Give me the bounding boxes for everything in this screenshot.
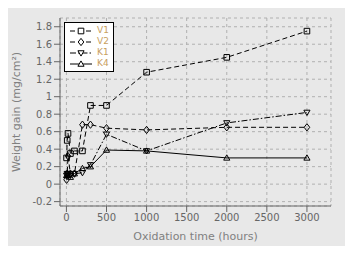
html-text:V2: V2: [97, 36, 109, 46]
svg-text:0.4: 0.4: [36, 144, 52, 155]
svg-text:1000: 1000: [134, 212, 159, 223]
svg-text:0: 0: [63, 212, 69, 223]
svg-text:2000: 2000: [214, 212, 239, 223]
svg-text:Oxidation time (hours): Oxidation time (hours): [133, 230, 257, 243]
html-text:K4: K4: [97, 58, 109, 68]
svg-text:2500: 2500: [254, 212, 279, 223]
svg-text:1.6: 1.6: [36, 39, 52, 50]
svg-text:0.6: 0.6: [36, 126, 52, 137]
svg-text:Weight gain (mg/cm²): Weight gain (mg/cm²): [10, 52, 23, 172]
svg-text:1.4: 1.4: [36, 56, 52, 67]
html-text:V1: V1: [97, 25, 109, 35]
svg-text:500: 500: [97, 212, 116, 223]
svg-text:3000: 3000: [294, 212, 319, 223]
svg-text:0.2: 0.2: [36, 161, 52, 172]
html-text:K1: K1: [97, 47, 109, 57]
svg-text:1.2: 1.2: [36, 74, 52, 85]
svg-text:1.8: 1.8: [36, 21, 52, 32]
svg-text:0.8: 0.8: [36, 109, 52, 120]
svg-text:1500: 1500: [174, 212, 199, 223]
svg-text:0: 0: [46, 179, 52, 190]
svg-text:-0.2: -0.2: [32, 196, 52, 207]
svg-text:1: 1: [46, 91, 52, 102]
